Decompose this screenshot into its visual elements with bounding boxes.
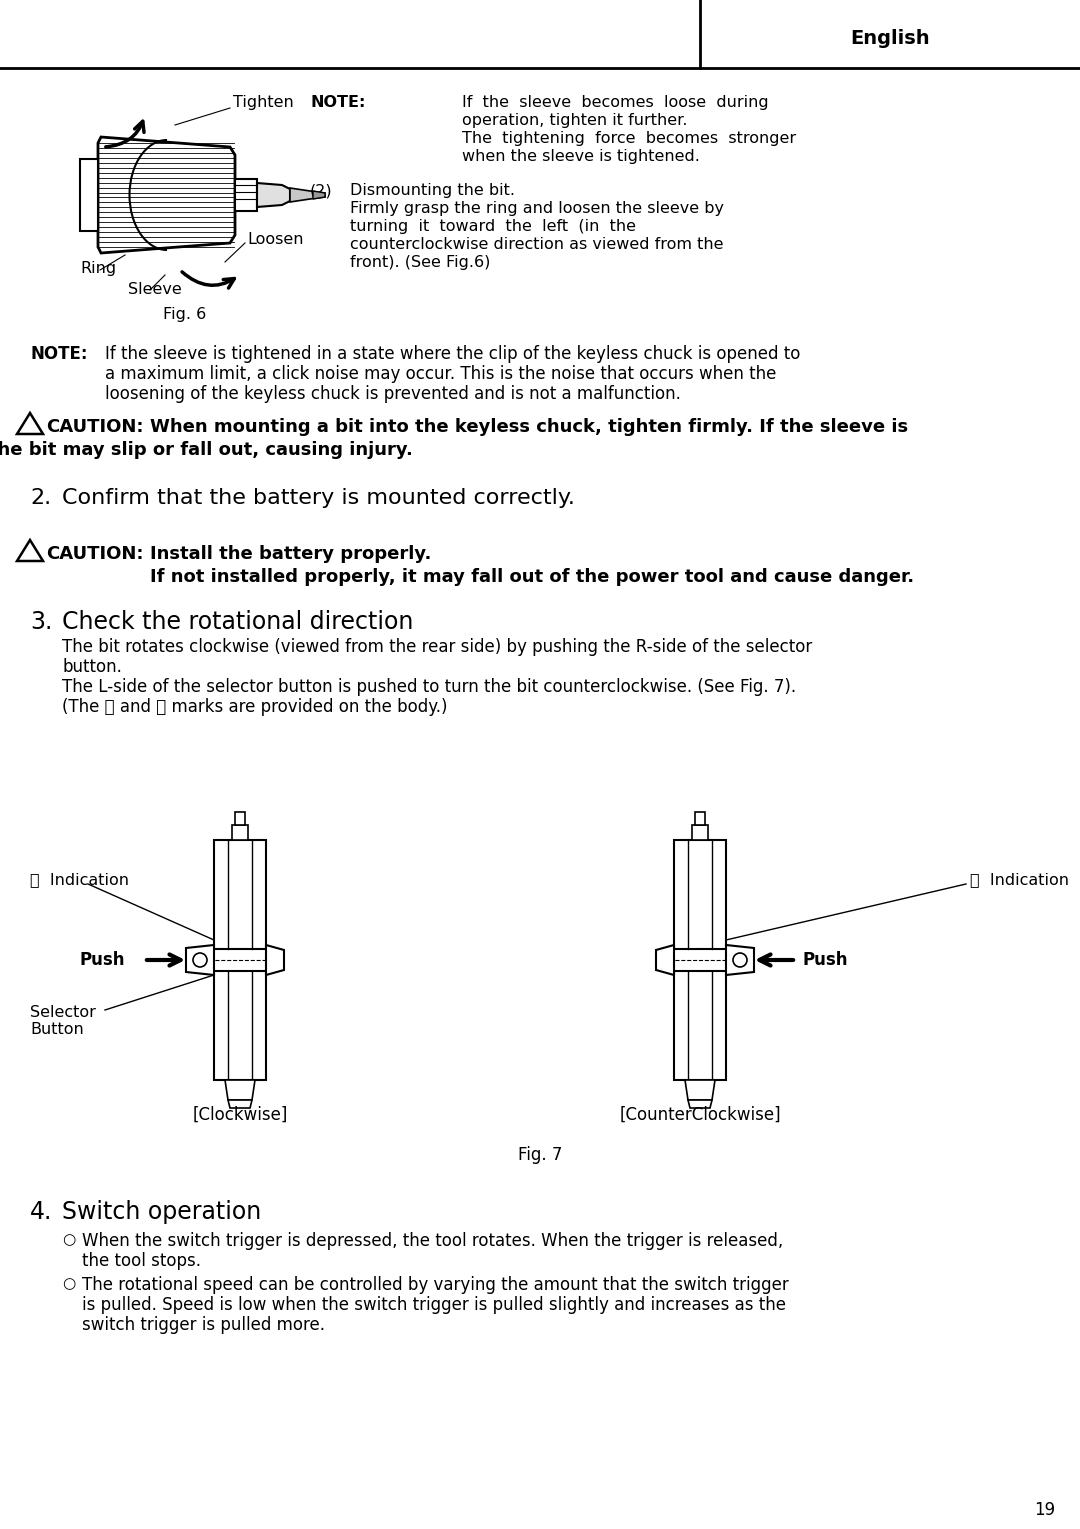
Circle shape xyxy=(733,953,747,966)
Text: !: ! xyxy=(27,425,32,434)
Text: Sleeve: Sleeve xyxy=(129,283,181,298)
Text: When mounting a bit into the keyless chuck, tighten firmly. If the sleeve is: When mounting a bit into the keyless chu… xyxy=(150,417,908,436)
Text: Dismounting the bit.: Dismounting the bit. xyxy=(350,183,515,197)
Text: Ring: Ring xyxy=(80,261,117,277)
Text: When the switch trigger is depressed, the tool rotates. When the trigger is rele: When the switch trigger is depressed, th… xyxy=(82,1232,783,1251)
Text: Fig. 7: Fig. 7 xyxy=(517,1147,563,1164)
Text: 19: 19 xyxy=(1035,1501,1055,1518)
Polygon shape xyxy=(17,540,43,561)
Polygon shape xyxy=(696,812,705,826)
Polygon shape xyxy=(228,1099,252,1109)
Text: (The Ⓛ and Ⓡ marks are provided on the body.): (The Ⓛ and Ⓡ marks are provided on the b… xyxy=(62,699,447,716)
Text: [CounterClockwise]: [CounterClockwise] xyxy=(619,1105,781,1124)
Text: Push: Push xyxy=(80,951,125,969)
Text: NOTE:: NOTE: xyxy=(310,95,365,110)
Text: (2): (2) xyxy=(310,183,333,197)
Polygon shape xyxy=(656,945,674,976)
Text: not tight, the bit may slip or fall out, causing injury.: not tight, the bit may slip or fall out,… xyxy=(0,440,413,459)
Text: ○: ○ xyxy=(62,1277,76,1290)
Text: ○: ○ xyxy=(62,1232,76,1248)
Polygon shape xyxy=(214,971,266,1079)
Text: Install the battery properly.: Install the battery properly. xyxy=(150,544,431,563)
Text: counterclockwise direction as viewed from the: counterclockwise direction as viewed fro… xyxy=(350,237,724,252)
Text: R: R xyxy=(197,956,203,965)
Polygon shape xyxy=(674,971,726,1079)
Polygon shape xyxy=(235,179,257,211)
Text: English: English xyxy=(850,29,930,47)
Polygon shape xyxy=(232,826,248,839)
Text: CAUTION:: CAUTION: xyxy=(46,417,144,436)
Text: L: L xyxy=(738,956,743,965)
Text: The L-side of the selector button is pushed to turn the bit counterclockwise. (S: The L-side of the selector button is pus… xyxy=(62,677,796,696)
Polygon shape xyxy=(313,191,325,199)
Polygon shape xyxy=(225,1079,255,1099)
Text: loosening of the keyless chuck is prevented and is not a malfunction.: loosening of the keyless chuck is preven… xyxy=(105,385,680,404)
Text: The  tightening  force  becomes  stronger: The tightening force becomes stronger xyxy=(462,131,796,145)
Text: Switch operation: Switch operation xyxy=(62,1200,261,1225)
Polygon shape xyxy=(80,159,98,231)
Text: Ⓛ  Indication: Ⓛ Indication xyxy=(970,873,1069,887)
Text: 3.: 3. xyxy=(30,610,52,635)
Text: 2.: 2. xyxy=(30,488,51,508)
Text: [Clockwise]: [Clockwise] xyxy=(192,1105,287,1124)
Polygon shape xyxy=(235,812,245,826)
Text: Firmly grasp the ring and loosen the sleeve by: Firmly grasp the ring and loosen the sle… xyxy=(350,200,724,216)
Text: Ⓡ  Indication: Ⓡ Indication xyxy=(30,873,129,887)
Text: !: ! xyxy=(27,552,32,563)
Text: CAUTION:: CAUTION: xyxy=(46,544,144,563)
Text: 4.: 4. xyxy=(30,1200,52,1225)
Text: the tool stops.: the tool stops. xyxy=(82,1252,201,1271)
Text: If not installed properly, it may fall out of the power tool and cause danger.: If not installed properly, it may fall o… xyxy=(150,567,914,586)
Polygon shape xyxy=(17,413,43,434)
Text: a maximum limit, a click noise may occur. This is the noise that occurs when the: a maximum limit, a click noise may occur… xyxy=(105,365,777,382)
Text: If the sleeve is tightened in a state where the clip of the keyless chuck is ope: If the sleeve is tightened in a state wh… xyxy=(105,346,800,362)
Polygon shape xyxy=(266,945,284,976)
Text: The rotational speed can be controlled by varying the amount that the switch tri: The rotational speed can be controlled b… xyxy=(82,1277,788,1294)
Text: Check the rotational direction: Check the rotational direction xyxy=(62,610,414,635)
Polygon shape xyxy=(186,945,214,976)
Polygon shape xyxy=(257,183,291,206)
Text: Selector: Selector xyxy=(30,1005,96,1020)
Text: Fig. 6: Fig. 6 xyxy=(163,307,206,323)
Text: The bit rotates clockwise (viewed from the rear side) by pushing the R-side of t: The bit rotates clockwise (viewed from t… xyxy=(62,638,812,656)
Polygon shape xyxy=(726,945,754,976)
Text: switch trigger is pulled more.: switch trigger is pulled more. xyxy=(82,1316,325,1333)
Text: turning  it  toward  the  left  (in  the: turning it toward the left (in the xyxy=(350,219,636,234)
Text: Tighten: Tighten xyxy=(233,95,294,110)
Polygon shape xyxy=(291,188,325,202)
Text: Confirm that the battery is mounted correctly.: Confirm that the battery is mounted corr… xyxy=(62,488,575,508)
Text: is pulled. Speed is low when the switch trigger is pulled slightly and increases: is pulled. Speed is low when the switch … xyxy=(82,1297,786,1313)
Circle shape xyxy=(193,953,207,966)
Polygon shape xyxy=(674,839,726,950)
Text: Button: Button xyxy=(30,1021,84,1037)
Text: when the sleeve is tightened.: when the sleeve is tightened. xyxy=(462,148,700,164)
Text: front). (See Fig.6): front). (See Fig.6) xyxy=(350,255,490,271)
Text: NOTE:: NOTE: xyxy=(30,346,87,362)
Text: operation, tighten it further.: operation, tighten it further. xyxy=(462,113,688,128)
Polygon shape xyxy=(98,138,235,252)
Text: button.: button. xyxy=(62,657,122,676)
Text: Push: Push xyxy=(802,951,848,969)
Polygon shape xyxy=(685,1079,715,1099)
Text: If  the  sleeve  becomes  loose  during: If the sleeve becomes loose during xyxy=(462,95,769,110)
Text: Loosen: Loosen xyxy=(247,232,303,248)
Polygon shape xyxy=(214,839,266,950)
Polygon shape xyxy=(688,1099,712,1109)
Polygon shape xyxy=(692,826,708,839)
